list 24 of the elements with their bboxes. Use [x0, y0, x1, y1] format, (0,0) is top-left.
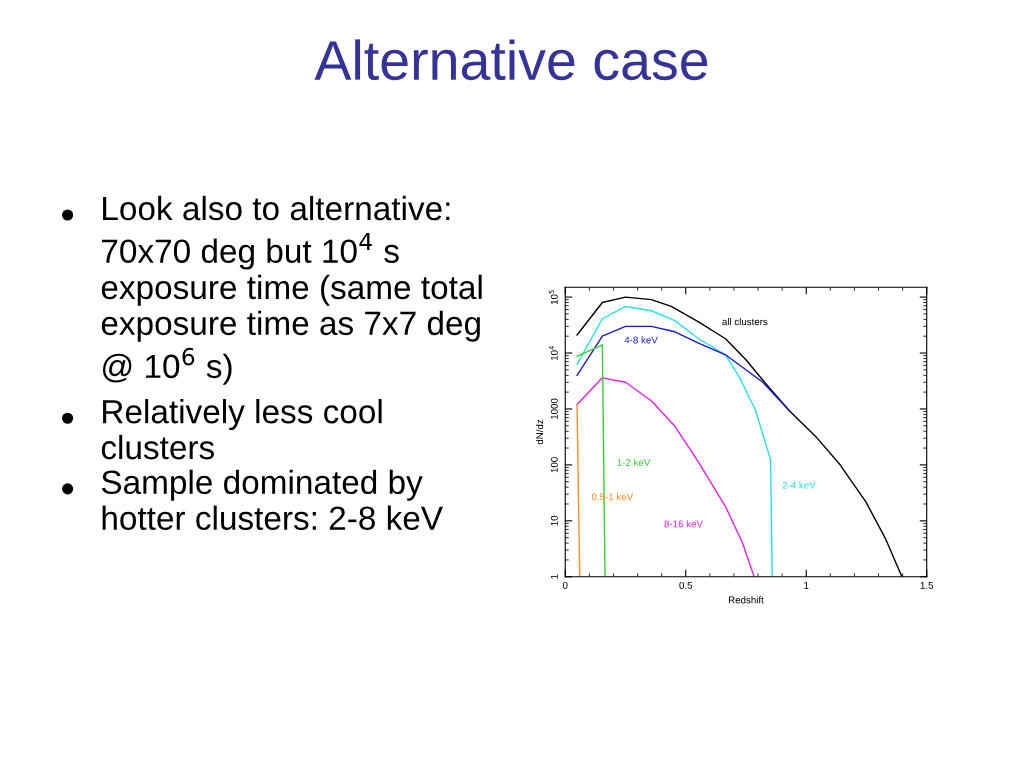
x-axis-title: Redshift [728, 596, 764, 604]
y-tick-label: 10$^{4}$ [548, 345, 558, 361]
line-series [576, 325, 791, 412]
text: Relatively less cool clusters [101, 399, 382, 460]
series-label: all clusters [722, 318, 768, 326]
y-tick-label: 1 [550, 574, 558, 579]
y-tick-label: 1000 [550, 398, 558, 420]
line-series [576, 377, 755, 577]
chart-title: Alternative case [314, 39, 708, 81]
series-label: 2-4 keV [782, 481, 816, 489]
x-tick-label: 0.5 [679, 581, 693, 589]
y-tick-label: 10 [550, 515, 558, 526]
text: Look also to alternative: 70x70 deg but 10$^{4}$ s exposure time (same total exposure time as 7x7 deg @ 10$^{6}$ s) [101, 195, 482, 385]
line-series [576, 305, 773, 577]
x-tick-label: 1 [804, 581, 809, 589]
x-tick-label: 1.5 [920, 581, 934, 589]
text: Sample dominated by hotter clusters: 2-8 keV [101, 469, 443, 531]
y-tick-label: 10$^{5}$ [548, 290, 558, 305]
series-label: 1-2 keV [617, 458, 651, 466]
y-tick-label: 100 [550, 457, 558, 473]
text: 8-16 keV [664, 520, 703, 528]
y-axis-title: dN/dz [536, 419, 544, 445]
series-label: 4-8 keV [624, 336, 658, 344]
x-tick-label: 0 [562, 581, 568, 589]
